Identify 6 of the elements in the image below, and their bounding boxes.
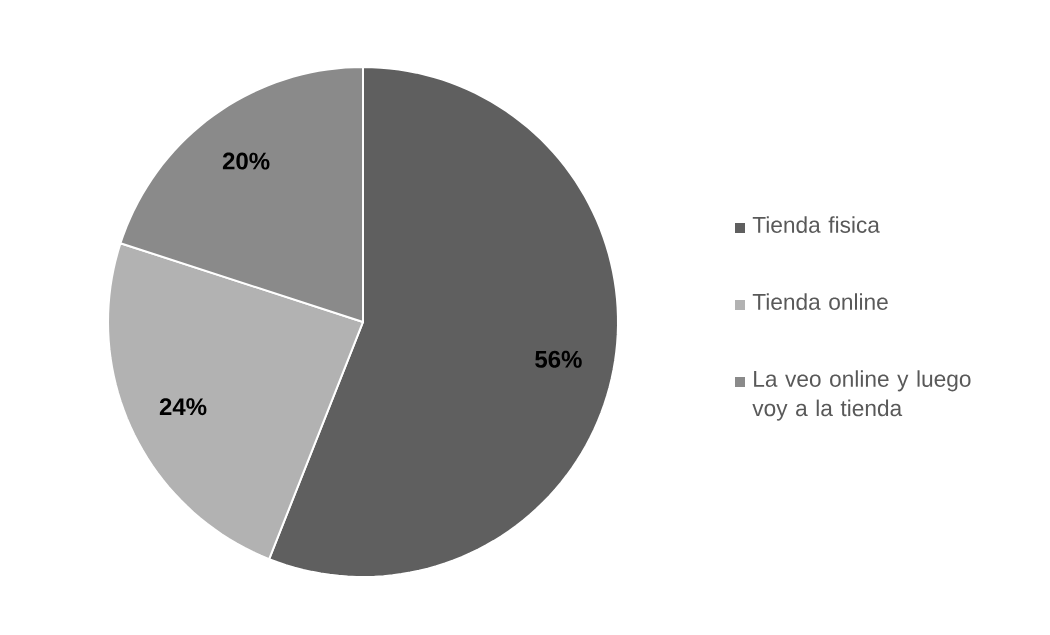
legend-label: Tienda fisica (752, 216, 880, 233)
data-label: 56% (535, 350, 582, 368)
legend-label: La veo online y luego voy a la tienda (752, 370, 971, 421)
data-label: 20% (222, 152, 270, 170)
legend-label: Tienda online (752, 293, 888, 310)
data-label: 24% (159, 398, 207, 416)
